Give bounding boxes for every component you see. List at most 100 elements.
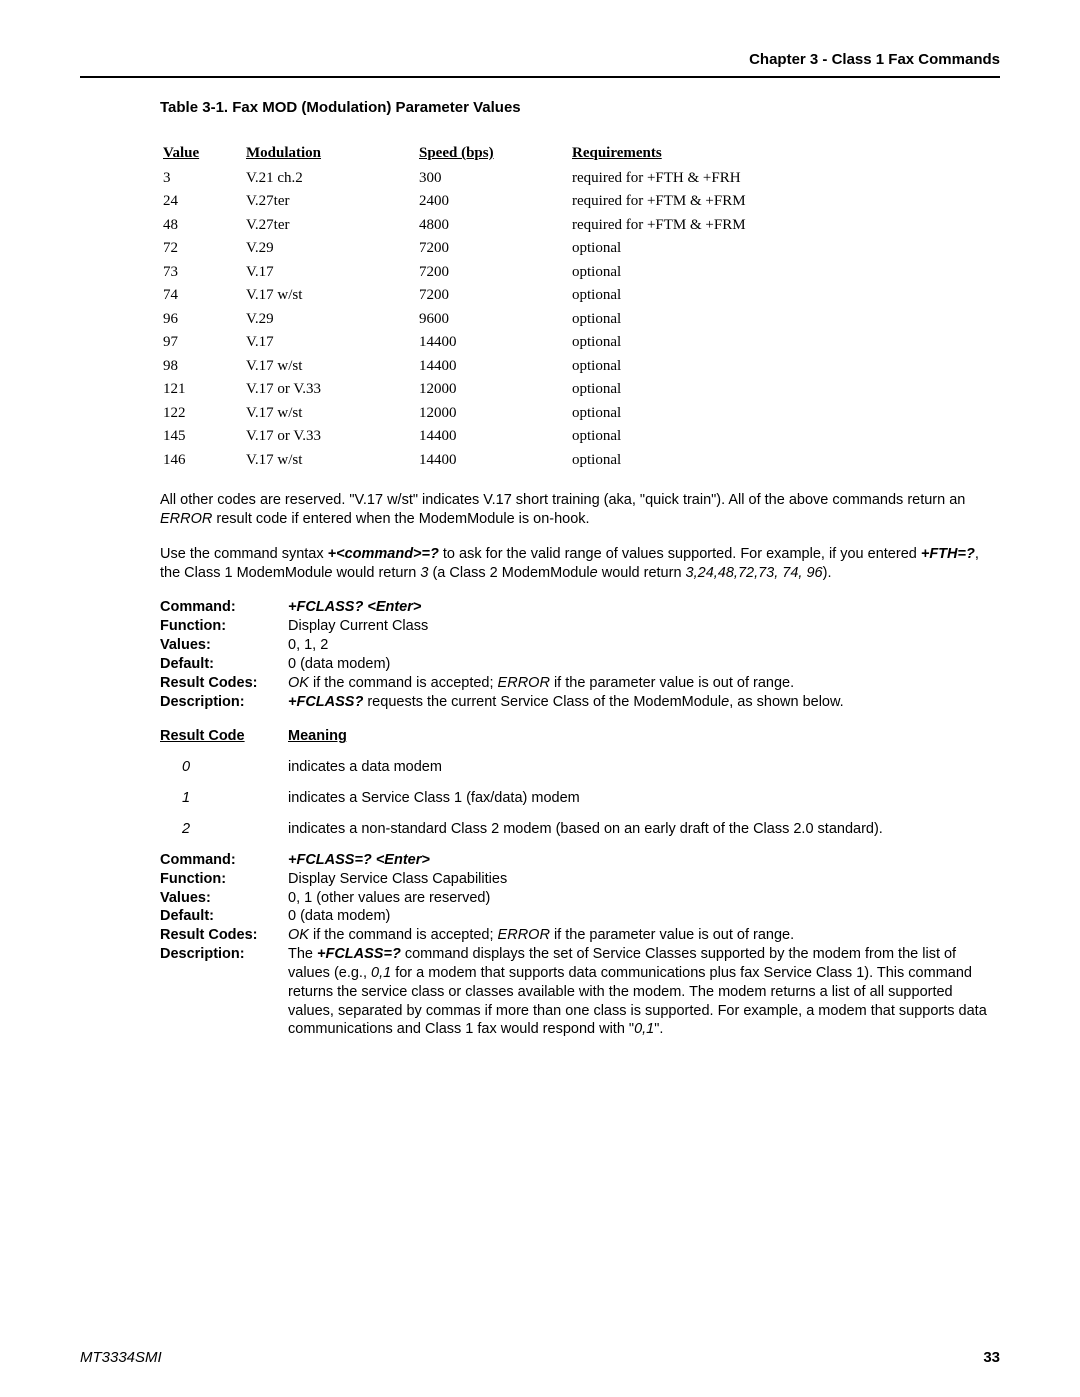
- table-cell: 73: [162, 262, 243, 284]
- text-fclass-eq: +FCLASS=?: [317, 946, 401, 962]
- text: if the command is accepted;: [309, 927, 498, 943]
- table-cell: V.17 w/st: [245, 403, 416, 425]
- table-cell: optional: [571, 426, 852, 448]
- text: ).: [823, 565, 832, 581]
- table-cell: V.29: [245, 309, 416, 331]
- label-function: Function:: [160, 870, 288, 889]
- text-error: ERROR: [498, 927, 550, 943]
- label-description: Description:: [160, 693, 288, 712]
- text-01: 0,1: [634, 1021, 654, 1037]
- table-cell: required for +FTM & +FRM: [571, 215, 852, 237]
- document-page: Chapter 3 - Class 1 Fax Commands Table 3…: [0, 0, 1080, 1397]
- table-cell: 300: [418, 168, 569, 190]
- table-cell: V.17 w/st: [245, 356, 416, 378]
- table-cell: 12000: [418, 403, 569, 425]
- description-value: The +FCLASS=? command displays the set o…: [288, 945, 1000, 1039]
- text: (a Class 2 ModemModul: [428, 565, 589, 581]
- command-value: +FCLASS=? <Enter>: [288, 851, 1000, 870]
- default-value: 0 (data modem): [288, 907, 1000, 926]
- label-command: Command:: [160, 851, 288, 870]
- table-row: 3V.21 ch.2300required for +FTH & +FRH: [162, 168, 852, 190]
- table-cell: 97: [162, 332, 243, 354]
- footer-model: MT3334SMI: [80, 1348, 162, 1368]
- table-title: Table 3-1. Fax MOD (Modulation) Paramete…: [160, 98, 1000, 118]
- text: if the command is accepted;: [309, 675, 498, 691]
- table-row: 96V.299600optional: [162, 309, 852, 331]
- table-cell: required for +FTH & +FRH: [571, 168, 852, 190]
- chapter-header: Chapter 3 - Class 1 Fax Commands: [80, 50, 1000, 78]
- label-default: Default:: [160, 907, 288, 926]
- table-cell: 2400: [418, 191, 569, 213]
- text-error: ERROR: [160, 511, 212, 527]
- table-cell: 121: [162, 379, 243, 401]
- values-value: 0, 1 (other values are reserved): [288, 889, 1000, 908]
- table-row: 97V.1714400optional: [162, 332, 852, 354]
- text: ".: [654, 1021, 663, 1037]
- text: if the parameter value is out of range.: [550, 675, 794, 691]
- table-cell: 7200: [418, 285, 569, 307]
- table-cell: 145: [162, 426, 243, 448]
- table-cell: optional: [571, 238, 852, 260]
- table-cell: V.17 w/st: [245, 450, 416, 472]
- table-cell: 7200: [418, 262, 569, 284]
- function-value: Display Service Class Capabilities: [288, 870, 1000, 889]
- command-value: +FCLASS? <Enter>: [288, 598, 1000, 617]
- table-cell: V.17 w/st: [245, 285, 416, 307]
- text-01: 0,1: [371, 965, 391, 981]
- mod-param-table: Value Modulation Speed (bps) Requirement…: [160, 141, 854, 473]
- table-row: 121V.17 or V.3312000optional: [162, 379, 852, 401]
- text-ok: OK: [288, 675, 309, 691]
- function-value: Display Current Class: [288, 617, 1000, 636]
- text-fclass: +FCLASS?: [288, 694, 363, 710]
- text-fth: +FTH=?: [921, 546, 975, 562]
- label-function: Function:: [160, 617, 288, 636]
- label-default: Default:: [160, 655, 288, 674]
- label-command: Command:: [160, 598, 288, 617]
- table-cell: 24: [162, 191, 243, 213]
- result-codes-value: OK if the command is accepted; ERROR if …: [288, 926, 1000, 945]
- table-cell: 14400: [418, 332, 569, 354]
- result-code-meaning: indicates a non-standard Class 2 modem (…: [288, 820, 1000, 839]
- table-cell: 4800: [418, 215, 569, 237]
- text: would return: [333, 565, 421, 581]
- table-cell: 72: [162, 238, 243, 260]
- description-value: +FCLASS? requests the current Service Cl…: [288, 693, 1000, 712]
- table-cell: optional: [571, 332, 852, 354]
- table-cell: optional: [571, 450, 852, 472]
- table-cell: 14400: [418, 450, 569, 472]
- result-codes-value: OK if the command is accepted; ERROR if …: [288, 674, 1000, 693]
- text: result code if entered when the ModemMod…: [212, 511, 589, 527]
- table-cell: 98: [162, 356, 243, 378]
- header-meaning: Meaning: [288, 727, 347, 746]
- footer-page-number: 33: [983, 1348, 1000, 1368]
- result-code-value: 0: [160, 758, 288, 777]
- default-value: 0 (data modem): [288, 655, 1000, 674]
- label-values: Values:: [160, 889, 288, 908]
- table-cell: optional: [571, 356, 852, 378]
- label-description: Description:: [160, 945, 288, 964]
- table-cell: optional: [571, 379, 852, 401]
- table-cell: V.29: [245, 238, 416, 260]
- table-cell: 3: [162, 168, 243, 190]
- table-cell: optional: [571, 262, 852, 284]
- text: requests the current Service Class of th…: [363, 694, 721, 710]
- command-block-fclass-eq-query: Command: +FCLASS=? <Enter> Function: Dis…: [160, 851, 1000, 1039]
- page-footer: MT3334SMI 33: [80, 1348, 1000, 1368]
- result-code-row: 2indicates a non-standard Class 2 modem …: [160, 820, 1000, 839]
- table-cell: 146: [162, 450, 243, 472]
- col-header-speed: Speed (bps): [418, 143, 569, 166]
- table-cell: 9600: [418, 309, 569, 331]
- text: if the parameter value is out of range.: [550, 927, 794, 943]
- text-command-syntax: +<command>=?: [328, 546, 439, 562]
- values-value: 0, 1, 2: [288, 636, 1000, 655]
- table-row: 146V.17 w/st14400optional: [162, 450, 852, 472]
- table-row: 73V.177200optional: [162, 262, 852, 284]
- table-row: 145V.17 or V.3314400optional: [162, 426, 852, 448]
- table-cell: 14400: [418, 426, 569, 448]
- table-cell: optional: [571, 309, 852, 331]
- header-result-code: Result Code: [160, 727, 288, 746]
- table-cell: V.27ter: [245, 191, 416, 213]
- table-cell: required for +FTM & +FRM: [571, 191, 852, 213]
- text: e: [324, 565, 332, 581]
- table-row: 122V.17 w/st12000optional: [162, 403, 852, 425]
